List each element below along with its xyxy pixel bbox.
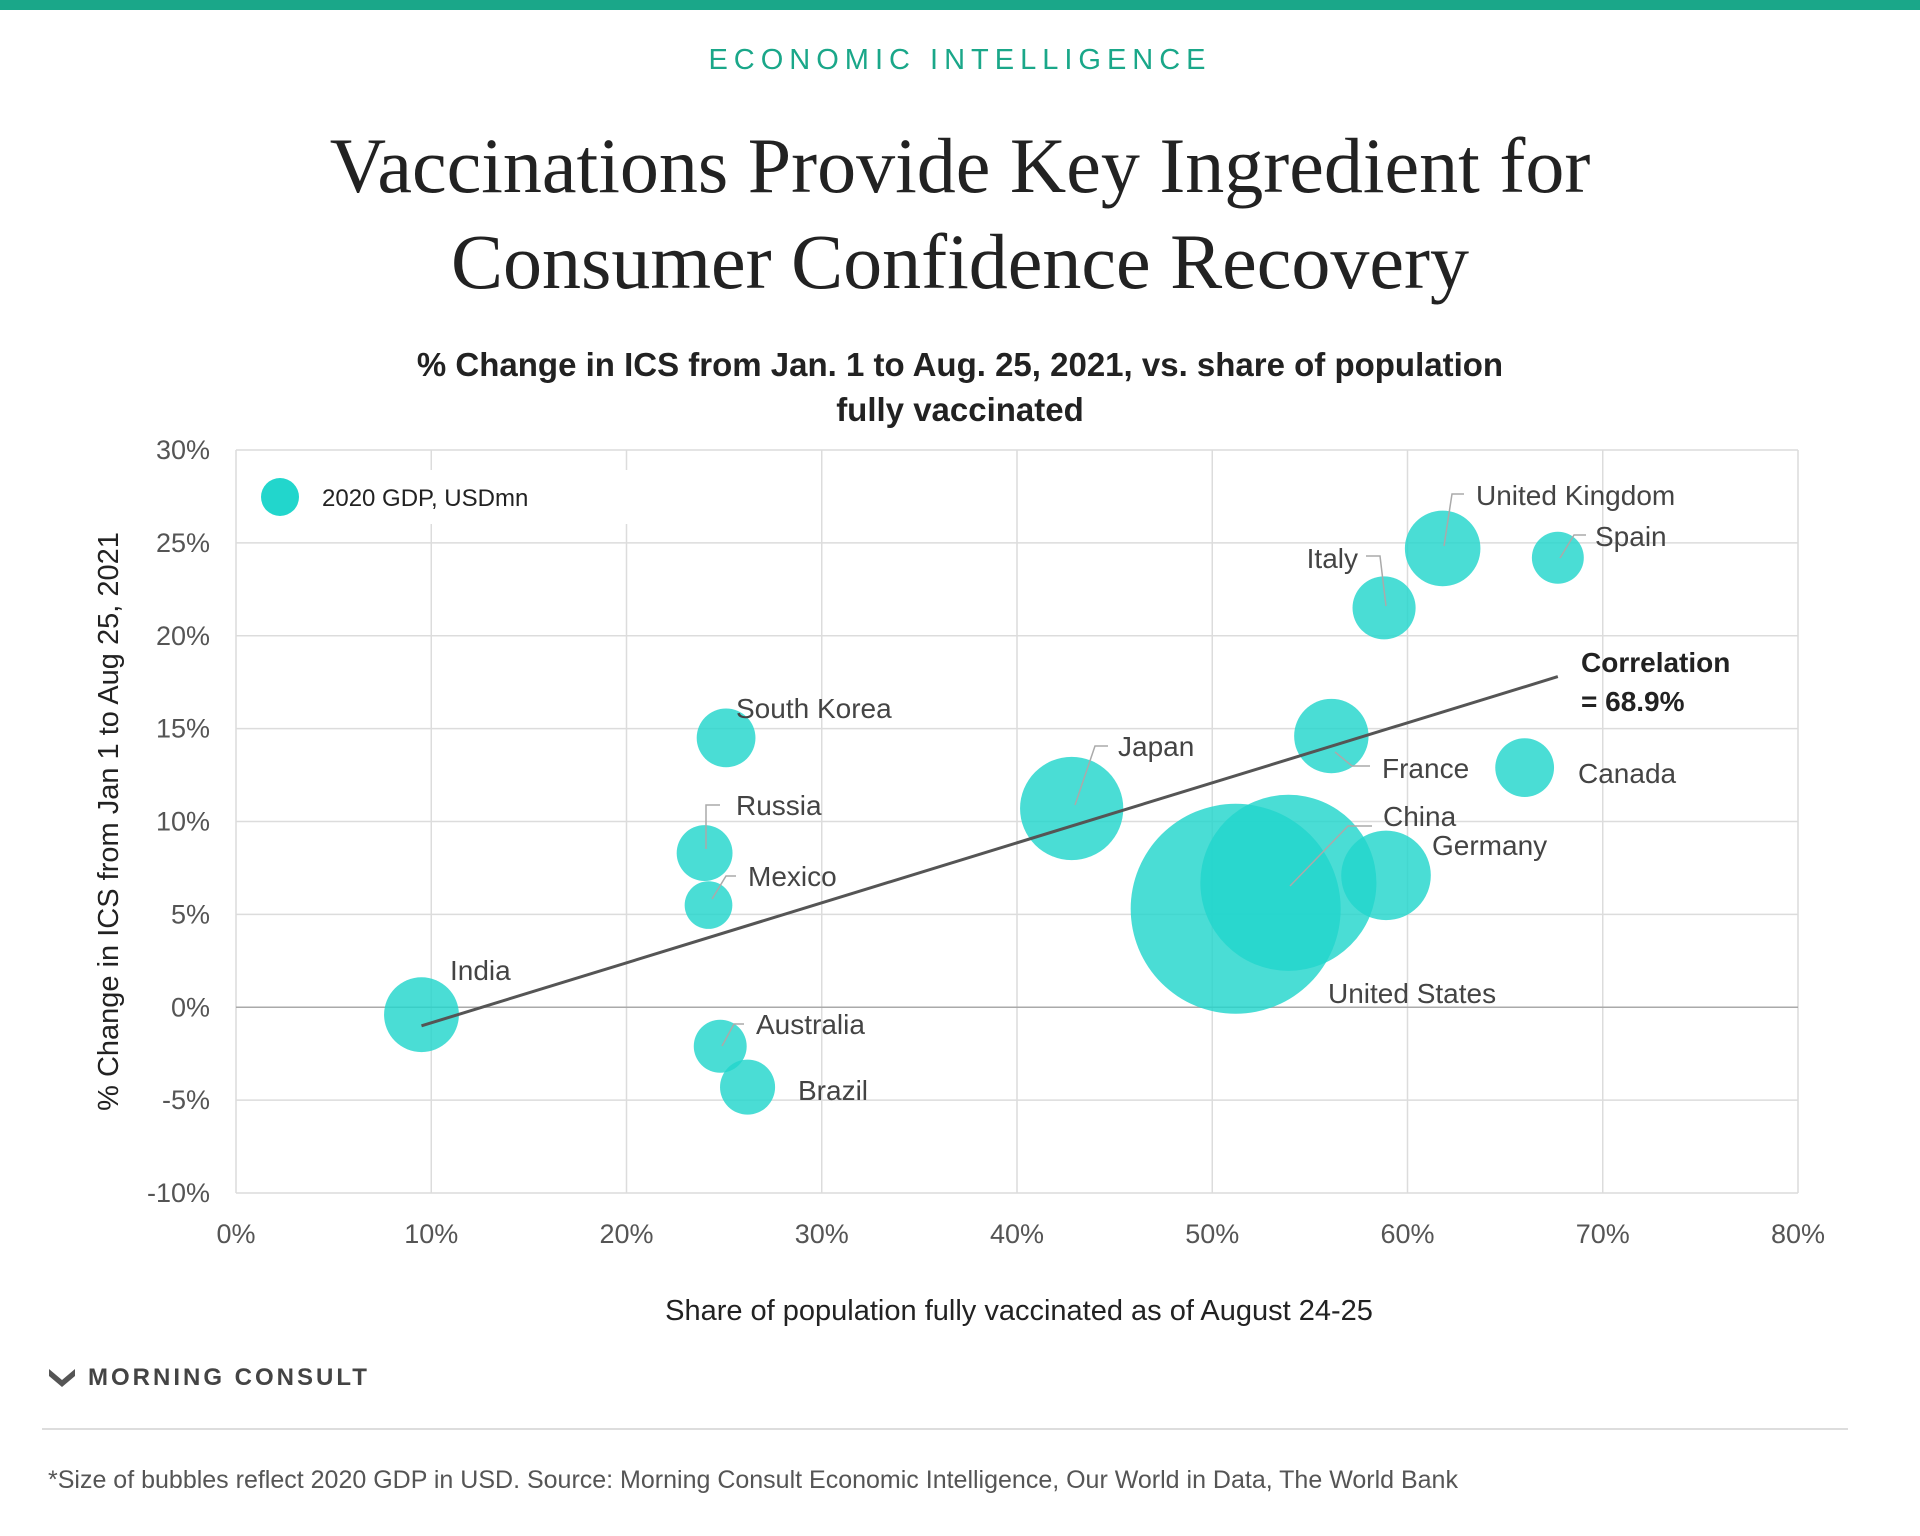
kicker: ECONOMIC INTELLIGENCE [708,44,1212,76]
x-tick-label: 30% [795,1219,849,1249]
label-germany: Germany [1432,830,1547,861]
leader-line-spain [1559,534,1586,559]
bubble-canada [1495,738,1555,798]
top-accent-bar [0,0,1920,10]
label-india: India [450,955,511,986]
label-russia: Russia [736,790,822,821]
label-france: France [1382,753,1469,784]
subtitle-line-1: % Change in ICS from Jan. 1 to Aug. 25, … [416,346,1504,383]
leader-line-russia [705,804,720,849]
leader-line-china [1289,825,1372,887]
bubble-india [384,977,459,1053]
subtitle-line-2: fully vaccinated [836,391,1084,428]
label-united-kingdom: United Kingdom [1476,480,1675,511]
leader-line-italy [1366,555,1387,607]
label-japan: Japan [1118,731,1194,762]
bubble-australia [693,1019,747,1073]
label-spain: Spain [1595,521,1667,552]
bubble-south-korea [696,708,756,768]
label-australia: Australia [756,1009,865,1040]
bubble-russia [676,825,733,881]
footnote: *Size of bubbles reflect 2020 GDP in USD… [48,1466,1458,1494]
x-tick-label: 60% [1380,1219,1434,1249]
x-tick-label: 20% [599,1219,653,1249]
brand-name: MORNING CONSULT [88,1364,370,1391]
leader-line-mexico [711,875,736,900]
y-tick-label: -10% [147,1178,210,1208]
title-line-1: Vaccinations Provide Key Ingredient for [329,122,1591,209]
x-tick-label: 70% [1576,1219,1630,1249]
trendline [421,675,1559,1028]
y-tick-label: 20% [156,621,210,651]
leader-line-australia [721,1023,744,1047]
bubble-japan [1020,756,1124,861]
x-tick-label: 0% [216,1219,255,1249]
bubble-italy [1352,576,1416,640]
legend-background [254,470,634,524]
bubble-united-kingdom [1404,510,1481,587]
label-mexico: Mexico [748,861,837,892]
title-line-2: Consumer Confidence Recovery [450,218,1470,305]
leader-line-united-kingdom [1443,493,1464,547]
label-south-korea: South Korea [736,693,892,724]
correlation-label-line-2: = 68.9% [1581,686,1685,717]
y-tick-label: 30% [156,435,210,465]
bubble-france [1294,698,1369,774]
correlation-label-line-1: Correlation [1581,647,1730,678]
bubble-mexico [684,881,733,929]
bubble-germany [1341,830,1431,921]
x-axis-title: Share of population fully vaccinated as … [665,1295,1373,1327]
x-tick-label: 40% [990,1219,1044,1249]
footer-divider [42,1428,1848,1430]
x-tick-label: 80% [1771,1219,1825,1249]
leader-line-france [1334,751,1370,767]
y-tick-label: 15% [156,714,210,744]
bubble-spain [1531,531,1584,584]
y-tick-label: -5% [162,1085,210,1115]
label-italy: Italy [1307,543,1358,574]
bubble-brazil [720,1059,776,1115]
page-title: Vaccinations Provide Key Ingredient for … [160,118,1760,310]
morning-consult-logo-icon [49,1369,75,1387]
y-tick-label: 10% [156,807,210,837]
x-tick-label: 50% [1185,1219,1239,1249]
y-tick-label: 0% [171,992,210,1022]
label-canada: Canada [1578,758,1677,789]
label-china: China [1383,801,1457,832]
legend-label: 2020 GDP, USDmn [322,485,528,512]
label-brazil: Brazil [798,1075,868,1106]
bubble-chart: 0% 10% 20% 30% 40% 50% 60% 70% 80% -10% -5% 0% 5% 10%… [93,435,1825,1327]
legend-swatch [261,478,299,516]
label-united-states: United States [1328,978,1496,1009]
x-tick-label: 10% [404,1219,458,1249]
y-axis-title: % Change in ICS from Jan 1 to Aug 25, 20… [93,532,125,1111]
y-tick-label: 25% [156,528,210,558]
y-tick-label: 5% [171,899,210,929]
leader-line-japan [1074,745,1108,806]
bubble-china [1200,794,1377,971]
chart-subtitle: % Change in ICS from Jan. 1 to Aug. 25, … [260,342,1660,432]
brand-logo-block: MORNING CONSULT [48,1364,370,1392]
